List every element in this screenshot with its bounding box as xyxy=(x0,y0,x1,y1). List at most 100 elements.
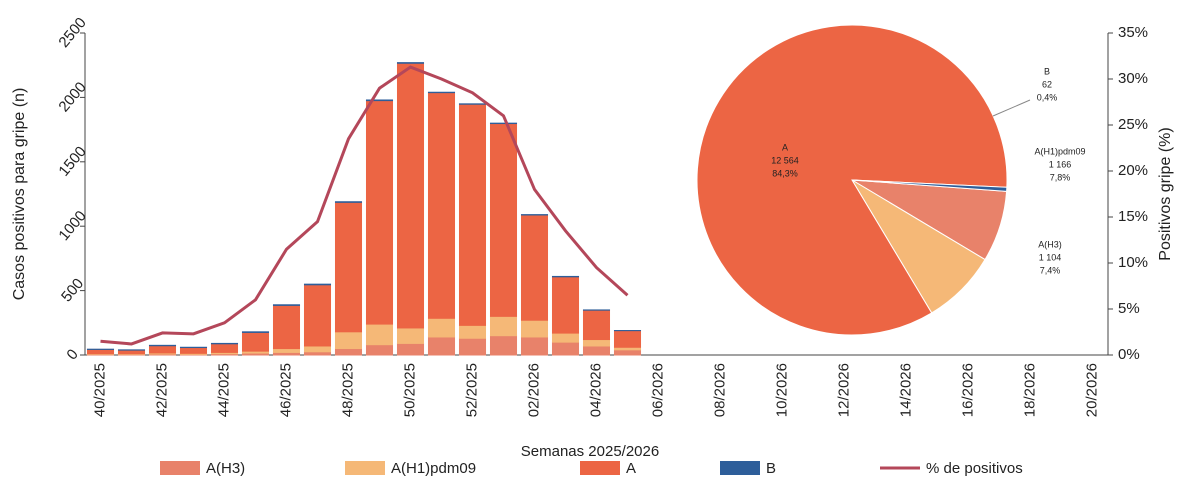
pie-value-label: 1 104 xyxy=(1039,252,1062,262)
bar-segment xyxy=(148,345,177,354)
bar-segment xyxy=(427,92,456,319)
legend-label: A xyxy=(626,460,636,477)
x-tick-label: 02/2026 xyxy=(525,363,542,417)
pie-percentage-label: 0,4% xyxy=(1037,92,1058,102)
y2-tick-label: 30% xyxy=(1118,70,1148,87)
bar-segment xyxy=(365,100,394,325)
y2-tick-label: 5% xyxy=(1118,300,1140,317)
bar-segment xyxy=(613,349,642,356)
x-tick-label: 06/2026 xyxy=(649,363,666,417)
pie-slice xyxy=(696,24,1008,336)
legend-label: A(H3) xyxy=(206,460,245,477)
y-axis-title: Casos positivos para gripe (n) xyxy=(11,88,28,301)
x-tick-label: 04/2026 xyxy=(587,363,604,417)
pie-percentage-label: 7,4% xyxy=(1040,265,1061,275)
x-axis-title: Semanas 2025/2026 xyxy=(521,443,659,460)
bar-segment xyxy=(365,323,394,346)
x-tick-label: 12/2026 xyxy=(835,363,852,417)
y2-tick-label: 20% xyxy=(1118,162,1148,179)
bar-segment xyxy=(303,284,332,347)
bar-segment xyxy=(396,327,425,344)
y2-tick-label: 10% xyxy=(1118,254,1148,271)
bar-segment xyxy=(210,343,239,353)
x-tick-label: 48/2025 xyxy=(339,363,356,417)
x-tick-label: 18/2026 xyxy=(1021,363,1038,417)
bar-segment xyxy=(551,332,580,343)
legend-swatch xyxy=(160,461,200,475)
bar-segment xyxy=(582,345,611,356)
bar-segment xyxy=(86,348,115,355)
bar-segment xyxy=(334,201,363,203)
bar-segment xyxy=(334,348,363,356)
bar-segment xyxy=(427,336,456,356)
pie-percentage-label: 7,8% xyxy=(1050,172,1071,182)
x-tick-label: 46/2025 xyxy=(277,363,294,417)
bar-segment xyxy=(489,335,518,356)
bar-segment xyxy=(396,342,425,356)
bar-segment xyxy=(551,341,580,356)
bar-segment xyxy=(458,337,487,356)
bar-segment xyxy=(272,304,301,350)
legend-swatch xyxy=(720,461,760,475)
bar-segment xyxy=(117,349,146,355)
pie-label: A xyxy=(782,142,788,152)
bar-segment xyxy=(582,339,611,347)
y2-tick-label: 35% xyxy=(1118,24,1148,41)
bar-segment xyxy=(396,62,425,329)
pie-percentage-label: 84,3% xyxy=(772,168,798,178)
x-tick-label: 50/2025 xyxy=(401,363,418,417)
x-tick-label: 08/2026 xyxy=(711,363,728,417)
y-tick-label: 500 xyxy=(58,275,87,305)
x-tick-label: 16/2026 xyxy=(959,363,976,417)
bar-segment xyxy=(613,330,642,348)
y2-tick-label: 15% xyxy=(1118,208,1148,225)
x-tick-label: 40/2025 xyxy=(91,363,108,417)
y-tick-label: 0 xyxy=(63,346,81,363)
bar-segment xyxy=(458,103,487,326)
bar-segment xyxy=(365,99,394,102)
x-tick-label: 20/2026 xyxy=(1083,363,1100,417)
x-tick-label: 10/2026 xyxy=(773,363,790,417)
bar-segment xyxy=(396,62,425,64)
x-tick-label: 44/2025 xyxy=(215,363,232,417)
bar-segment xyxy=(334,201,363,333)
bar-segment xyxy=(241,331,270,352)
bar-segment xyxy=(365,344,394,356)
bar-segment xyxy=(551,276,580,334)
x-tick-label: 42/2025 xyxy=(153,363,170,417)
pie-label: B xyxy=(1044,66,1050,76)
bar-segment xyxy=(427,317,456,338)
pie-label: A(H3) xyxy=(1038,239,1062,249)
bar-segment xyxy=(520,214,549,321)
pie-label: A(H1)pdm09 xyxy=(1034,146,1085,156)
bar-segment xyxy=(520,336,549,356)
bar-segment xyxy=(179,347,208,354)
bar-segment xyxy=(489,315,518,337)
bar-segment xyxy=(272,304,301,306)
bar-segment xyxy=(582,309,611,341)
legend-label: B xyxy=(766,460,776,477)
bar-segment xyxy=(489,123,518,317)
bar-segment xyxy=(272,348,301,353)
pie-slice xyxy=(851,179,1008,192)
x-tick-label: 14/2026 xyxy=(897,363,914,417)
line-series xyxy=(100,65,629,346)
legend-swatch xyxy=(580,461,620,475)
y2-tick-label: 0% xyxy=(1118,346,1140,363)
legend-label: % de positivos xyxy=(926,460,1023,477)
bar-segment xyxy=(334,331,363,350)
pie-value-label: 12 564 xyxy=(771,155,799,165)
bar-segment xyxy=(303,283,332,286)
legend-label: A(H1)pdm09 xyxy=(391,460,476,477)
x-tick-label: 52/2025 xyxy=(463,363,480,417)
pie-value-label: 62 xyxy=(1042,79,1052,89)
y2-tick-label: 25% xyxy=(1118,116,1148,133)
legend-swatch xyxy=(345,461,385,475)
bar-segment xyxy=(303,345,332,353)
pie-value-label: 1 166 xyxy=(1049,159,1072,169)
bar-segment xyxy=(458,324,487,339)
bar-segment xyxy=(520,319,549,338)
y2-axis-title: Positivos gripe (%) xyxy=(1157,127,1174,260)
leader-line xyxy=(992,99,1031,117)
